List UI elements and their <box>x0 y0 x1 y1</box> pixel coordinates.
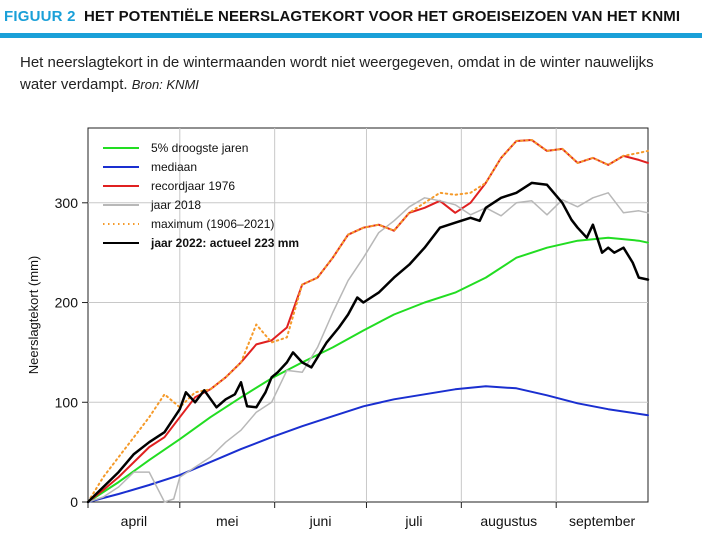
series-line-1 <box>87 385 649 503</box>
series-line-2 <box>87 139 649 503</box>
series-line-3 <box>87 192 649 503</box>
x-tick-label: september <box>569 513 635 529</box>
header-rule <box>0 33 702 38</box>
x-tick-label: april <box>121 513 147 529</box>
figure-header: FIGUUR 2 HET POTENTIËLE NEERSLAGTEKORT V… <box>0 0 702 38</box>
figure-title: HET POTENTIËLE NEERSLAGTEKORT VOOR HET G… <box>84 8 681 25</box>
legend-label: maximum (1906–2021) <box>151 217 274 231</box>
y-axis-title: Neerslagtekort (mm) <box>26 256 41 374</box>
figure-label: FIGUUR 2 <box>4 8 76 25</box>
y-tick-label: 100 <box>55 394 79 410</box>
legend-label: jaar 2018 <box>150 198 201 212</box>
figure-caption: Het neerslagtekort in de wintermaanden w… <box>20 52 680 96</box>
x-tick-label: juni <box>309 513 332 529</box>
x-tick-label: mei <box>216 513 239 529</box>
caption-text: Het neerslagtekort in de wintermaanden w… <box>20 54 654 93</box>
legend-label: mediaan <box>151 160 197 174</box>
x-tick-label: juli <box>404 513 422 529</box>
legend-label: jaar 2022: actueel 223 mm <box>150 236 299 250</box>
y-tick-label: 0 <box>70 494 78 510</box>
legend-label: 5% droogste jaren <box>151 141 248 155</box>
series-line-4 <box>87 139 649 503</box>
x-tick-label: augustus <box>480 513 537 529</box>
caption-source: Bron: KNMI <box>131 77 199 92</box>
legend-label: recordjaar 1976 <box>151 179 235 193</box>
series-line-5 <box>86 181 650 504</box>
plot-frame <box>87 127 649 503</box>
y-tick-label: 300 <box>55 195 79 211</box>
series-line-0 <box>87 236 649 503</box>
y-tick-label: 200 <box>55 295 79 311</box>
